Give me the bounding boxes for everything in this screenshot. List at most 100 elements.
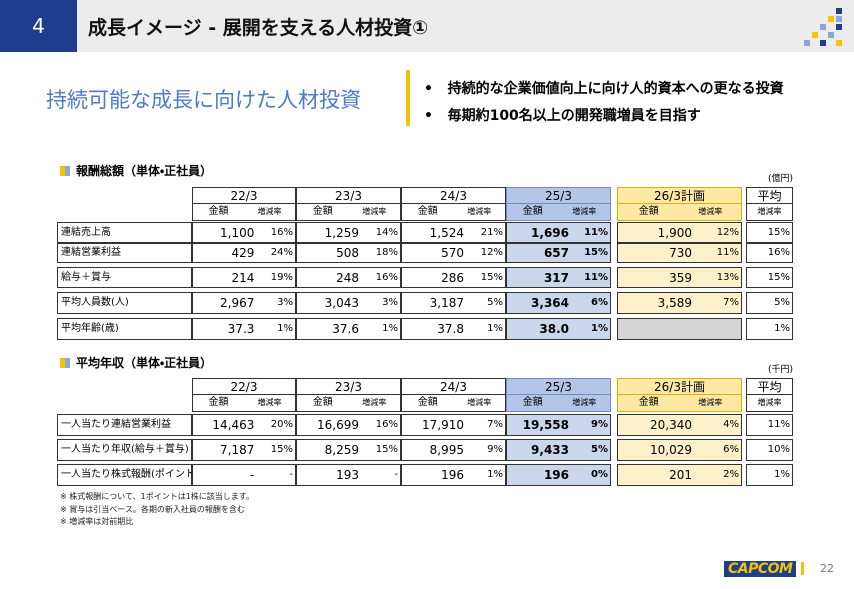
- unit-label: (千円): [767, 364, 793, 375]
- amount: 1,259: [324, 225, 359, 240]
- cell-box: [401, 414, 506, 436]
- amount: 7,187: [220, 443, 255, 457]
- row-label: 一人当たり年収(給与＋賞与): [57, 439, 192, 461]
- header-cell: 22/3: [192, 187, 296, 204]
- rate: 16%: [767, 247, 790, 258]
- cell-box: [296, 267, 401, 288]
- rate: 15%: [584, 247, 608, 258]
- rate: 12%: [480, 247, 503, 258]
- cell-box: [296, 222, 401, 243]
- bullet: • 持続的な企業価値向上に向け人的資本への更なる投資: [424, 81, 784, 97]
- rate: 1%: [774, 323, 790, 334]
- cell-box: [746, 222, 793, 243]
- header-cell: 金額: [617, 203, 680, 221]
- amount: 201: [669, 468, 692, 482]
- amount: 657: [543, 246, 569, 260]
- cell-box: [746, 464, 793, 486]
- title-icon: [60, 358, 70, 368]
- header-cell: 金額: [506, 203, 559, 221]
- header-cell: 26/3計画: [617, 187, 742, 204]
- rate: 9%: [591, 419, 608, 430]
- amount: 38.0: [539, 322, 569, 336]
- rate: 20%: [270, 419, 293, 430]
- rate: 11%: [767, 419, 790, 430]
- amount: 317: [543, 270, 569, 285]
- cell-box: [401, 243, 506, 263]
- logo: CAPCOM: [724, 561, 797, 577]
- amount: 1,696: [531, 225, 569, 240]
- row-label: 連結営業利益: [57, 243, 192, 263]
- rate: 11%: [584, 271, 608, 283]
- cell-box: [617, 414, 742, 436]
- amount: 2,967: [220, 296, 255, 310]
- cell-box: [296, 414, 401, 436]
- page-title: 成長イメージ - 展開を支える人材投資①: [88, 17, 429, 39]
- cell-box: [746, 267, 793, 288]
- cell-box: [192, 222, 296, 243]
- row-label: 平均人員数(人): [57, 292, 192, 314]
- header-cell: 増減率: [348, 203, 401, 221]
- header-cell: 増減率: [558, 203, 611, 221]
- header-bar: [0, 0, 854, 52]
- page-number: 22: [820, 562, 834, 575]
- cell-box: [296, 439, 401, 461]
- decor: [804, 8, 842, 46]
- rate: -: [289, 469, 293, 480]
- rate: 12%: [716, 226, 739, 238]
- table-title: 平均年収（単体・正社員）: [76, 356, 213, 370]
- cell-box: [506, 464, 611, 486]
- amount: 730: [669, 246, 692, 260]
- header-cell: 増減率: [453, 203, 506, 221]
- rate: 15%: [375, 444, 398, 455]
- logo-bar: [801, 562, 804, 575]
- header-cell: 増減率: [453, 394, 506, 412]
- rate: 0%: [591, 469, 608, 480]
- cell-box: [192, 464, 296, 486]
- cell-box: [192, 267, 296, 288]
- rate: 14%: [375, 226, 398, 238]
- rate: 11%: [584, 226, 608, 238]
- row-label: 一人当たり株式報酬(ポイント): [57, 464, 199, 486]
- cell-box: [401, 464, 506, 486]
- amount: 37.6: [332, 322, 359, 336]
- header-cell: 金額: [617, 394, 680, 412]
- cell-box: [617, 292, 742, 314]
- row-label: 平均年齢(歳): [57, 318, 192, 340]
- amount: 286: [441, 270, 464, 285]
- header-cell: 平均: [746, 187, 793, 204]
- amount: 248: [336, 270, 359, 285]
- bullet: • 毎期約100名以上の開発職増員を目指す: [424, 108, 701, 124]
- rate: 19%: [270, 271, 293, 283]
- header-cell: 金額: [192, 394, 244, 412]
- rate: 6%: [723, 444, 739, 455]
- cell-box: [746, 318, 793, 340]
- title-icon: [60, 166, 70, 176]
- rate: 5%: [591, 444, 608, 455]
- amount: 9,433: [531, 443, 569, 457]
- cell-box: [401, 292, 506, 314]
- notes: ※ 株式報酬について、1ポイントは1株に該当します。 ※ 賞与は引当ベース。各期…: [60, 491, 254, 529]
- amount: 359: [669, 270, 692, 285]
- rate: 7%: [723, 297, 739, 308]
- amount: 3,043: [324, 296, 359, 310]
- rate: 15%: [270, 444, 293, 455]
- cell-box: [401, 318, 506, 340]
- rate: 5%: [774, 297, 790, 308]
- amount: 508: [336, 246, 359, 260]
- cell-box: [401, 439, 506, 461]
- rate: 9%: [487, 444, 503, 455]
- header-cell: 24/3: [401, 378, 506, 395]
- rate: 2%: [723, 469, 739, 480]
- accent-bar: [406, 70, 410, 126]
- cell-box: [506, 243, 611, 263]
- cell-box: [617, 243, 742, 263]
- header-cell: 金額: [401, 203, 454, 221]
- cell-box: [296, 243, 401, 263]
- cell-box: [746, 439, 793, 461]
- header-cell: 22/3: [192, 378, 296, 395]
- rate: 1%: [487, 469, 503, 480]
- rate: 1%: [591, 323, 608, 334]
- table-title: 報酬総額（単体・正社員）: [76, 164, 213, 178]
- cell-box: [192, 439, 296, 461]
- header-cell: 増減率: [558, 394, 611, 412]
